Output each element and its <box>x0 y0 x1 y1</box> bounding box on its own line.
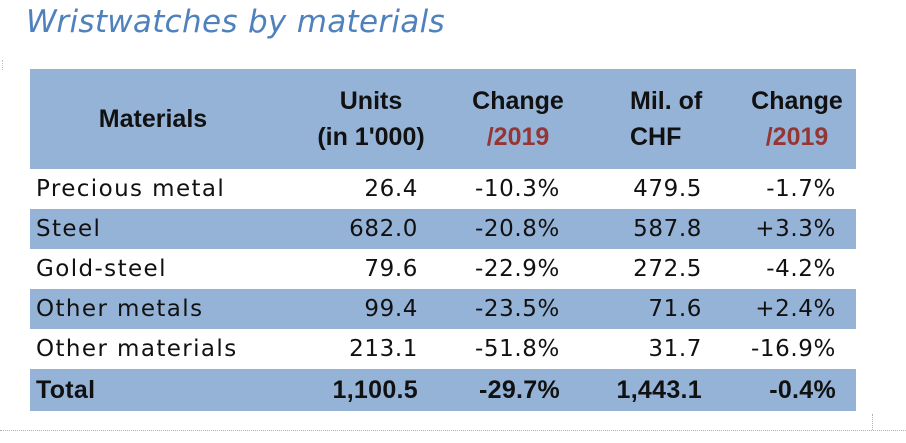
cell-units-change: -20.8% <box>475 216 560 242</box>
cell-material: Other materials <box>36 336 238 362</box>
table-row: Precious metal 26.4 -10.3% 479.5 -1.7% <box>30 169 856 209</box>
cell-chf: 272.5 <box>633 256 702 282</box>
table-row: Steel 682.0 -20.8% 587.8 +3.3% <box>30 209 856 249</box>
header-row: Materials Units (in 1'000) Change /2019 … <box>30 69 856 169</box>
cell-units: 26.4 <box>364 176 418 202</box>
table-row: Gold-steel 79.6 -22.9% 272.5 -4.2% <box>30 249 856 289</box>
cell-units-change: -10.3% <box>475 176 560 202</box>
cell-chf-change: +3.3% <box>755 216 836 242</box>
cell-chf: 71.6 <box>648 296 702 322</box>
slide-edge-right <box>872 414 873 430</box>
header-units: Units (in 1'000) <box>317 87 425 151</box>
materials-table-container: Materials Units (in 1'000) Change /2019 … <box>30 69 856 411</box>
cell-material: Other metals <box>36 296 204 322</box>
cell-chf: 587.8 <box>633 216 702 242</box>
cell-chf-change: +2.4% <box>755 296 836 322</box>
cell-chf-change: -4.2% <box>766 256 836 282</box>
table-row: Other materials 213.1 -51.8% 31.7 -16.9% <box>30 329 856 369</box>
cell-total-chf-change: -0.4% <box>769 375 836 404</box>
cell-units: 99.4 <box>364 296 418 322</box>
cell-total-label: Total <box>36 375 96 404</box>
cell-units-change: -51.8% <box>475 336 560 362</box>
cell-material: Gold-steel <box>36 256 167 282</box>
cell-total-units-change: -29.7% <box>478 375 560 404</box>
cell-total-chf: 1,443.1 <box>616 375 702 404</box>
cell-chf-change: -16.9% <box>751 336 836 362</box>
cell-chf: 31.7 <box>648 336 702 362</box>
header-units-change: Change /2019 <box>472 87 564 151</box>
cell-units: 682.0 <box>349 216 418 242</box>
header-materials: Materials <box>98 105 208 133</box>
cell-chf: 479.5 <box>633 176 702 202</box>
slide-edge-bottom <box>0 430 906 431</box>
table-body: Precious metal 26.4 -10.3% 479.5 -1.7% S… <box>30 169 856 411</box>
total-row: Total 1,100.5 -29.7% 1,443.1 -0.4% <box>30 369 856 411</box>
table-row: Other metals 99.4 -23.5% 71.6 +2.4% <box>30 289 856 329</box>
header-chf: Mil. of CHF <box>630 87 703 151</box>
cell-total-units: 1,100.5 <box>332 375 418 404</box>
header-chf-change: Change /2019 <box>751 87 843 151</box>
cell-units-change: -22.9% <box>475 256 560 282</box>
slide-edge-left <box>2 60 3 70</box>
cell-chf-change: -1.7% <box>766 176 836 202</box>
cell-units: 79.6 <box>364 256 418 282</box>
cell-material: Steel <box>36 216 102 242</box>
page-title: Wristwatches by materials <box>26 4 445 40</box>
materials-table: Materials Units (in 1'000) Change /2019 … <box>30 69 856 411</box>
cell-units: 213.1 <box>349 336 418 362</box>
table-header: Materials Units (in 1'000) Change /2019 … <box>30 69 856 169</box>
cell-material: Precious metal <box>36 176 226 202</box>
cell-units-change: -23.5% <box>475 296 560 322</box>
